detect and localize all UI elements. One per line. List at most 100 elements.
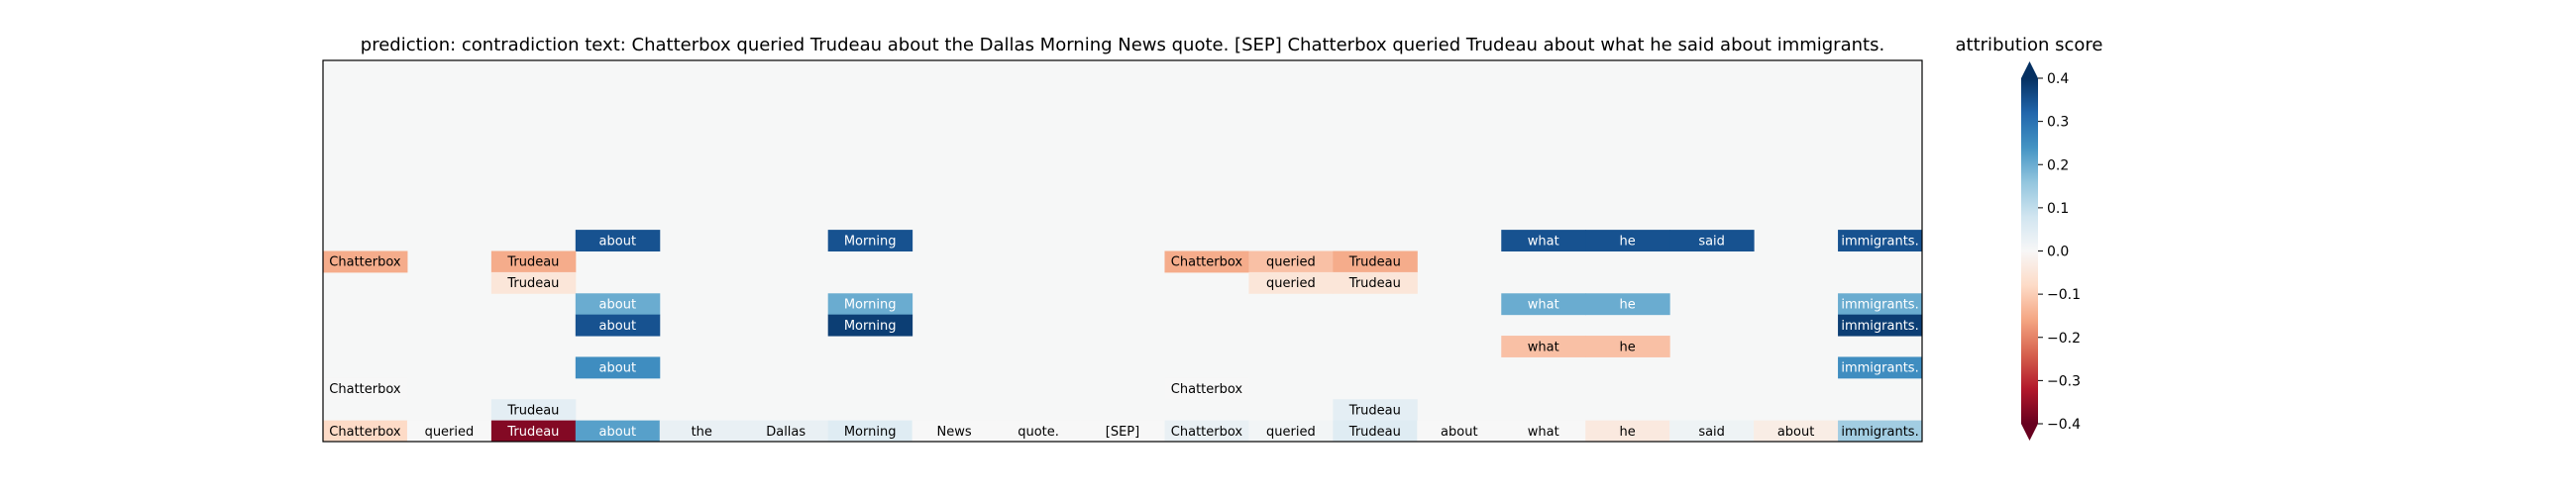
colorbar-tick-label: −0.2 <box>2047 331 2081 347</box>
colorbar-tick-label: 0.3 <box>2047 115 2069 131</box>
cell-token-label: Trudeau <box>1348 425 1401 440</box>
cell-token-label: about <box>599 425 637 440</box>
heatmap-cell <box>1669 420 1755 443</box>
heatmap-cell <box>575 356 661 379</box>
heatmap-cell <box>1333 399 1418 422</box>
cell-token-label: queried <box>1266 425 1316 440</box>
colorbar-tick-label: −0.1 <box>2047 287 2081 303</box>
heatmap-cell <box>490 399 577 422</box>
heatmap-cell <box>827 314 913 337</box>
cell-token-label: the <box>692 425 712 440</box>
colorbar-tick-label: 0.1 <box>2047 201 2069 217</box>
heatmap-cell <box>1585 420 1670 443</box>
cell-token-label: about <box>1777 425 1815 440</box>
cell-token-label: Chatterbox <box>329 425 401 440</box>
cell-token-label: he <box>1620 234 1636 249</box>
colorbar-gradient <box>2021 78 2038 424</box>
cell-token-label: Trudeau <box>506 276 559 291</box>
cell-token-label: what <box>1528 425 1559 440</box>
cell-token-label: about <box>599 234 637 249</box>
heatmap-cell <box>1838 356 1923 379</box>
heatmap-cell <box>575 314 661 337</box>
cell-token-label: he <box>1620 297 1636 312</box>
cell-token-label: Chatterbox <box>1171 255 1243 270</box>
heatmap-cell <box>490 420 577 443</box>
cell-token-label: Chatterbox <box>329 255 401 270</box>
heatmap-cell <box>1333 250 1418 273</box>
cell-token-label: Chatterbox <box>329 382 401 397</box>
heatmap-cell <box>1080 420 1165 443</box>
cell-token-label: what <box>1528 340 1559 354</box>
colorbar: 0.4 0.3 0.2 0.1 0.0 −0.1 −0.2 −0.3 −0.4 <box>2021 61 2081 441</box>
cell-token-label: Trudeau <box>1348 255 1401 270</box>
cell-token-label: queried <box>425 425 475 440</box>
cell-token-label: about <box>599 361 637 376</box>
heatmap-cell <box>406 420 492 443</box>
plot-frame <box>322 59 1923 443</box>
heatmap-cell <box>575 230 661 251</box>
cell-token-label: said <box>1698 425 1725 440</box>
heatmap-cell <box>1838 314 1923 337</box>
heatmap-cell <box>912 420 998 443</box>
cell-token-label: Chatterbox <box>1171 425 1243 440</box>
heatmap-cell <box>490 250 577 273</box>
heatmap-cell <box>1333 420 1418 443</box>
cell-token-label: about <box>599 319 637 334</box>
cell-token-label: Morning <box>844 319 897 334</box>
cell-token-label: immigrants. <box>1841 361 1918 376</box>
colorbar-tick-label: 0.2 <box>2047 157 2069 173</box>
cell-token-label: immigrants. <box>1841 234 1918 249</box>
cell-token-label: Morning <box>844 297 897 312</box>
heatmap-cell <box>1669 230 1755 251</box>
heatmap-cell <box>1838 420 1923 443</box>
heatmap-cells: about Morning what he said immigrants. Chatter… <box>323 230 1923 443</box>
colorbar-extend-max <box>2021 61 2038 78</box>
heatmap-cell <box>1333 271 1418 294</box>
heatmap-cell <box>1501 293 1586 316</box>
colorbar-extend-min <box>2021 424 2038 441</box>
heatmap-cell <box>827 293 913 316</box>
heatmap-cell <box>575 293 661 316</box>
chart-title: prediction: contradiction text: Chatterb… <box>361 35 1884 55</box>
cell-token-label: about <box>1441 425 1478 440</box>
cell-token-label: Trudeau <box>1348 403 1401 418</box>
heatmap-cell <box>1164 250 1249 273</box>
heatmap-cell <box>1164 377 1249 400</box>
heatmap-cell <box>490 271 577 294</box>
colorbar-tick-label: 0.0 <box>2047 245 2069 260</box>
heatmap-cell <box>575 420 661 443</box>
cell-token-label: Morning <box>844 234 897 249</box>
heatmap-cell <box>996 420 1082 443</box>
heatmap-cell <box>323 250 408 273</box>
cell-token-label: he <box>1620 340 1636 354</box>
cell-token-label: [SEP] <box>1106 425 1139 440</box>
heatmap-cell <box>827 230 913 251</box>
colorbar-tick-label: 0.4 <box>2047 71 2069 87</box>
heatmap-cell <box>1501 230 1586 251</box>
heatmap-cell <box>323 420 408 443</box>
heatmap-cell <box>1164 420 1249 443</box>
cell-token-label: said <box>1698 234 1725 249</box>
cell-token-label: what <box>1528 297 1559 312</box>
cell-token-label: immigrants. <box>1841 425 1918 440</box>
cell-token-label: Chatterbox <box>1171 382 1243 397</box>
heatmap-cell <box>1838 230 1923 251</box>
cell-token-label: queried <box>1266 276 1316 291</box>
cell-token-label: Dallas <box>766 425 805 440</box>
heatmap-cell <box>743 420 829 443</box>
heatmap-cell <box>659 420 745 443</box>
cell-token-label: queried <box>1266 255 1316 270</box>
heatmap-cell <box>323 377 408 400</box>
colorbar-title: attribution score <box>1956 35 2103 55</box>
cell-token-label: Trudeau <box>1348 276 1401 291</box>
cell-token-label: what <box>1528 234 1559 249</box>
heatmap-cell <box>1248 250 1334 273</box>
heatmap-cell <box>1838 293 1923 316</box>
colorbar-tick-label: −0.3 <box>2047 373 2081 389</box>
heatmap-cell <box>1248 420 1334 443</box>
heatmap-cell <box>827 420 913 443</box>
heatmap-cell <box>1417 420 1502 443</box>
heatmap-cell <box>1501 420 1586 443</box>
heatmap-cell <box>1585 336 1670 357</box>
